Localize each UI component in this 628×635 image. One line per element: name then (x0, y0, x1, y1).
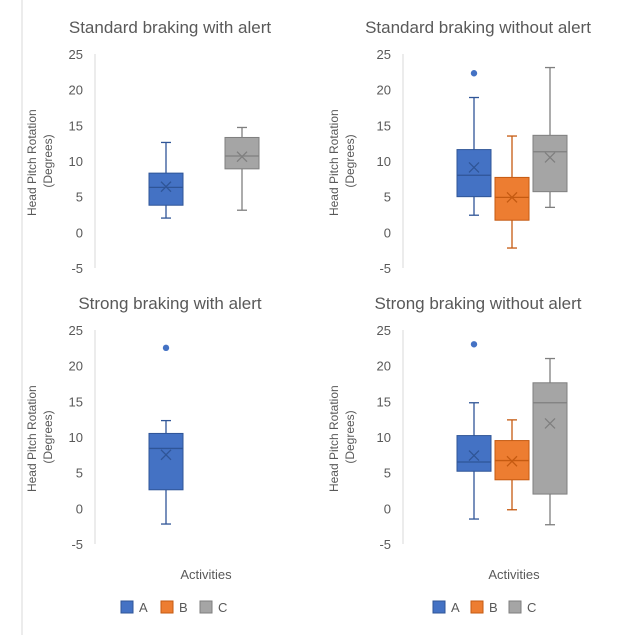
panel-title: Standard braking with alert (69, 18, 272, 37)
mean-marker (468, 161, 480, 173)
y-tick-label: 20 (377, 359, 391, 374)
box-b (494, 176, 530, 221)
box-a (456, 149, 492, 198)
y-axis-label-line-2: (Degrees) (343, 134, 357, 187)
legend-label-c: C (218, 600, 227, 615)
mean-marker (236, 151, 248, 163)
y-tick-label: -5 (71, 537, 83, 552)
y-tick-label: 15 (377, 394, 391, 409)
y-axis-label-line-1: Head Pitch Rotation (25, 109, 39, 216)
y-tick-label: -5 (379, 261, 391, 276)
y-tick-label: 5 (384, 466, 391, 481)
y-tick-label: -5 (71, 261, 83, 276)
y-tick-label: 5 (76, 190, 83, 205)
legend-swatch-c (199, 600, 213, 614)
y-tick-label: 5 (76, 466, 83, 481)
legend-left: A B C (120, 600, 227, 615)
legend-swatch-b (470, 600, 484, 614)
panel-strong-without-alert: Strong braking without alert Head Pitch … (327, 294, 582, 582)
panel-standard-without-alert: Standard braking without alert Head Pitc… (327, 18, 591, 216)
y-tick-label: 0 (384, 501, 391, 516)
mean-marker (544, 151, 556, 163)
y-axis-label-line-2: (Degrees) (41, 410, 55, 463)
y-axis-label: Head Pitch Rotation (Degrees) (327, 382, 357, 492)
outlier-point (470, 70, 478, 77)
legend-swatch-b (160, 600, 174, 614)
legend-swatch-c (508, 600, 522, 614)
y-tick-label: 5 (384, 190, 391, 205)
y-tick-label: -5 (379, 537, 391, 552)
y-tick-label: 15 (69, 118, 83, 133)
x-axis-label: Activities (180, 567, 232, 582)
legend-label-a: A (139, 600, 148, 615)
box-c (224, 136, 260, 170)
mean-marker (468, 450, 480, 462)
y-tick-label: 25 (69, 323, 83, 338)
y-axis-label-line-2: (Degrees) (343, 410, 357, 463)
x-axis-label: Activities (488, 567, 540, 582)
mean-marker (544, 417, 556, 429)
y-axis-label: Head Pitch Rotation (Degrees) (25, 106, 55, 216)
panel-title: Strong braking with alert (78, 294, 262, 313)
y-axis-label-line-2: (Degrees) (41, 134, 55, 187)
panel-title: Standard braking without alert (365, 18, 591, 37)
y-tick-label: 15 (377, 118, 391, 133)
box-c (532, 134, 568, 193)
panel-strong-with-alert: Strong braking with alert Head Pitch Rot… (25, 294, 262, 582)
y-tick-label: 20 (69, 83, 83, 98)
panel-title: Strong braking without alert (375, 294, 582, 313)
y-tick-label: 0 (384, 225, 391, 240)
mean-marker (506, 455, 518, 467)
legend-label-b: B (179, 600, 188, 615)
y-axis-label-line-1: Head Pitch Rotation (327, 109, 341, 216)
outlier-point (470, 341, 478, 348)
legend-swatch-a (432, 600, 446, 614)
mean-marker (160, 449, 172, 461)
box-a (148, 172, 184, 206)
y-axis-label: Head Pitch Rotation (Degrees) (327, 106, 357, 216)
y-tick-label: 10 (377, 154, 391, 169)
y-axis-label: Head Pitch Rotation (Degrees) (25, 382, 55, 492)
y-tick-label: 20 (69, 359, 83, 374)
mean-marker (506, 191, 518, 203)
box-a (148, 432, 184, 491)
legend-right: A B C (432, 600, 536, 615)
legend-label-c: C (527, 600, 536, 615)
box-a (456, 435, 492, 472)
legend-label-b: B (489, 600, 498, 615)
legend-swatch-a (120, 600, 134, 614)
y-tick-label: 15 (69, 394, 83, 409)
y-tick-label: 25 (377, 47, 391, 62)
y-tick-label: 25 (69, 47, 83, 62)
panel-standard-with-alert: Standard braking with alert Head Pitch R… (25, 18, 271, 216)
y-axis-label-line-1: Head Pitch Rotation (25, 385, 39, 492)
y-tick-label: 10 (69, 430, 83, 445)
mean-marker (160, 181, 172, 193)
legend-label-a: A (451, 600, 460, 615)
y-axis-label-line-1: Head Pitch Rotation (327, 385, 341, 492)
y-tick-label: 0 (76, 225, 83, 240)
y-tick-label: 10 (377, 430, 391, 445)
y-tick-label: 25 (377, 323, 391, 338)
y-tick-label: 0 (76, 501, 83, 516)
outlier-point (162, 344, 170, 352)
y-tick-label: 20 (377, 83, 391, 98)
y-tick-label: 10 (69, 154, 83, 169)
box-c (532, 382, 568, 495)
chart-marks: 25 20 15 10 5 0 -5 25 20 15 10 5 0 -5 25 20 15 10 5 0 -5 25 20… (69, 47, 568, 552)
